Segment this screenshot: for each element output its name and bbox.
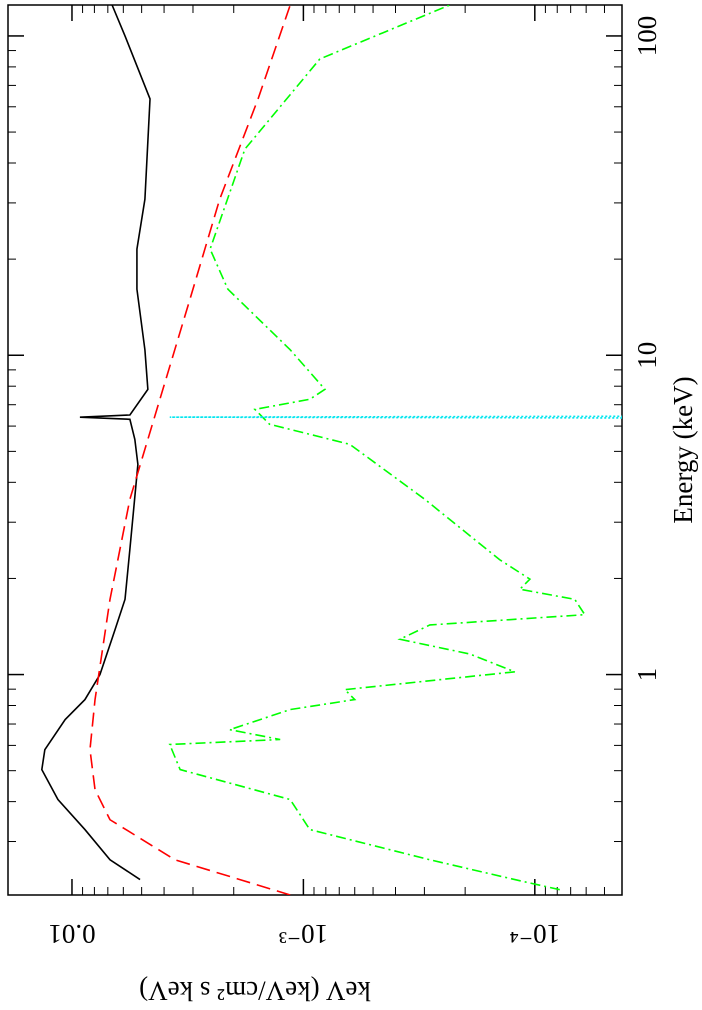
y-axis-label: keV (keV/cm² s keV)	[139, 976, 371, 1006]
y-tick-label: 10⁻⁴	[509, 919, 560, 949]
y-tick-label: 10⁻³	[279, 919, 328, 949]
x-tick-label: 100	[632, 16, 662, 57]
data-layer	[40, 5, 622, 895]
series-line	[169, 415, 622, 420]
x-tick-label: 1	[632, 668, 662, 682]
x-axis-label: Energy (keV)	[668, 376, 698, 523]
x-tick-label: 10	[632, 342, 662, 369]
plot-frame	[7, 4, 623, 896]
series-line	[40, 5, 151, 881]
plot-area: Energy (keV) keV (keV/cm² s keV) 1 10 100 0…	[7, 4, 698, 1006]
y-tick-label: 0.01	[48, 919, 95, 949]
series-line	[89, 5, 291, 895]
series-line	[168, 5, 587, 891]
